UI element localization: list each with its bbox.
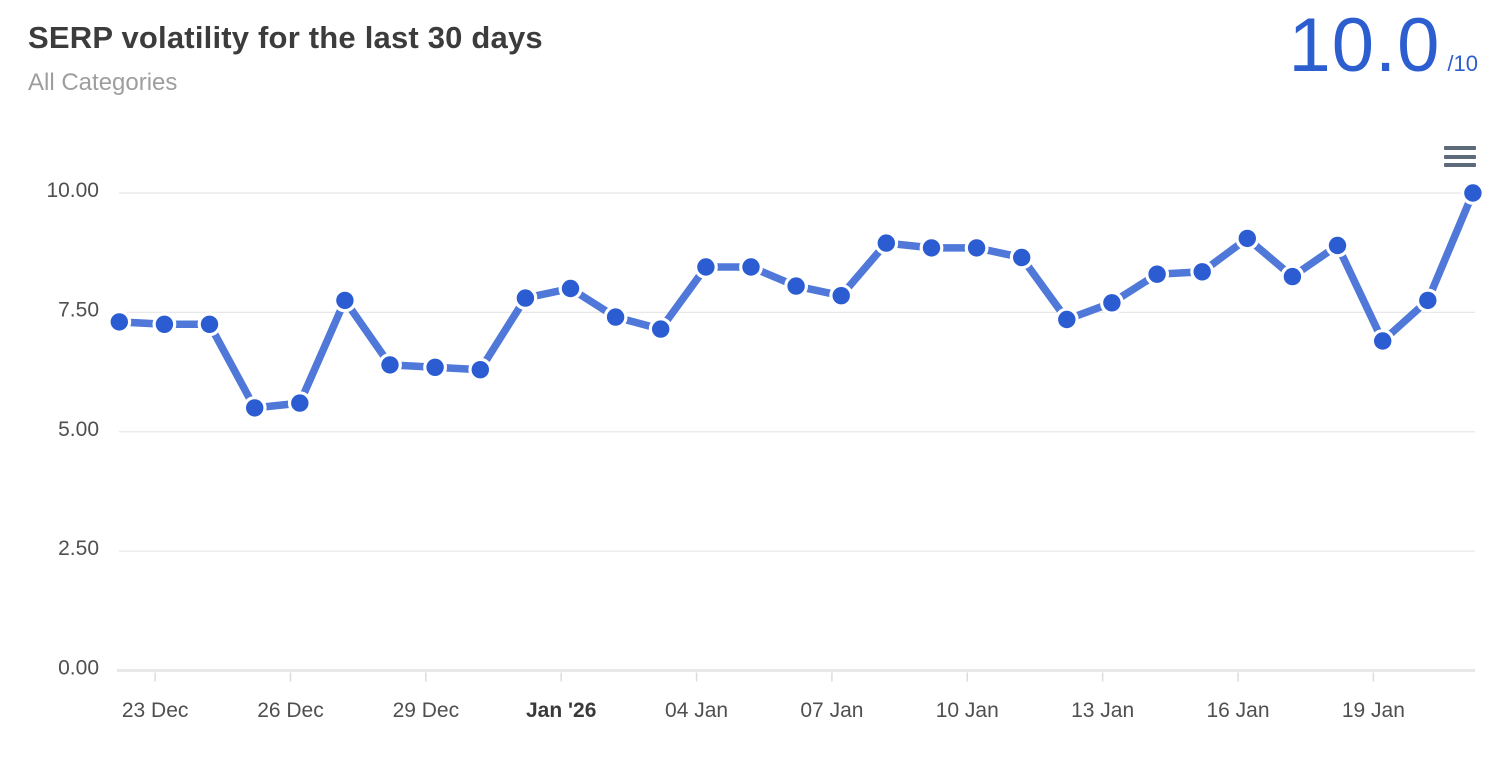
volatility-score: 10.0 /10	[1288, 8, 1478, 84]
data-point[interactable]	[558, 276, 583, 301]
data-point[interactable]	[694, 255, 718, 279]
data-point[interactable]	[242, 396, 267, 420]
chart-context-menu-button[interactable]	[1441, 143, 1479, 170]
data-point[interactable]	[919, 235, 944, 260]
x-axis-label: Jan '26	[526, 699, 596, 722]
data-point[interactable]	[287, 391, 312, 416]
data-point[interactable]	[197, 312, 222, 337]
y-axis-label: 5.00	[58, 418, 99, 441]
data-point[interactable]	[1099, 290, 1124, 315]
hamburger-icon	[1444, 146, 1476, 167]
data-point[interactable]	[1460, 181, 1485, 205]
x-axis-label: 29 Dec	[393, 699, 460, 722]
data-point[interactable]	[1280, 264, 1305, 289]
y-axis-label: 7.50	[58, 298, 99, 321]
data-point[interactable]	[739, 255, 763, 279]
y-axis-label: 0.00	[58, 657, 99, 680]
data-point[interactable]	[107, 310, 132, 334]
category-filter-label: All Categories	[28, 69, 178, 96]
data-point[interactable]	[1145, 262, 1169, 287]
data-point[interactable]	[874, 231, 899, 256]
y-axis-label: 10.00	[46, 179, 99, 202]
data-point[interactable]	[1325, 233, 1350, 258]
score-value: 10.0	[1288, 3, 1441, 88]
data-point[interactable]	[378, 353, 402, 377]
data-point[interactable]	[1190, 259, 1215, 284]
data-point[interactable]	[648, 317, 673, 342]
data-point[interactable]	[333, 288, 357, 313]
x-axis-label: 26 Dec	[257, 699, 324, 722]
data-point[interactable]	[423, 355, 448, 380]
score-denominator: /10	[1447, 51, 1478, 76]
data-point[interactable]	[1054, 307, 1079, 332]
data-point[interactable]	[152, 312, 177, 337]
data-point[interactable]	[1009, 245, 1034, 270]
data-point[interactable]	[829, 283, 854, 308]
x-axis-label: 19 Jan	[1342, 699, 1405, 722]
data-point[interactable]	[964, 235, 989, 260]
chart-header: SERP volatility for the last 30 days All…	[28, 20, 543, 97]
data-point[interactable]	[784, 274, 808, 299]
data-point[interactable]	[468, 357, 493, 382]
x-axis-label: 07 Jan	[800, 699, 863, 722]
x-axis-label: 13 Jan	[1071, 699, 1134, 722]
data-point[interactable]	[1370, 329, 1395, 353]
data-point[interactable]	[1235, 226, 1260, 251]
data-point[interactable]	[1415, 288, 1440, 313]
x-axis-label: 04 Jan	[665, 699, 728, 722]
page-title: SERP volatility for the last 30 days	[28, 20, 543, 55]
x-axis-label: 16 Jan	[1206, 699, 1269, 722]
data-point[interactable]	[603, 305, 628, 330]
x-axis-label: 23 Dec	[122, 699, 189, 722]
data-point[interactable]	[513, 286, 538, 311]
x-axis-label: 10 Jan	[936, 699, 999, 722]
series-line	[115, 189, 1477, 412]
y-axis-label: 2.50	[58, 537, 99, 560]
